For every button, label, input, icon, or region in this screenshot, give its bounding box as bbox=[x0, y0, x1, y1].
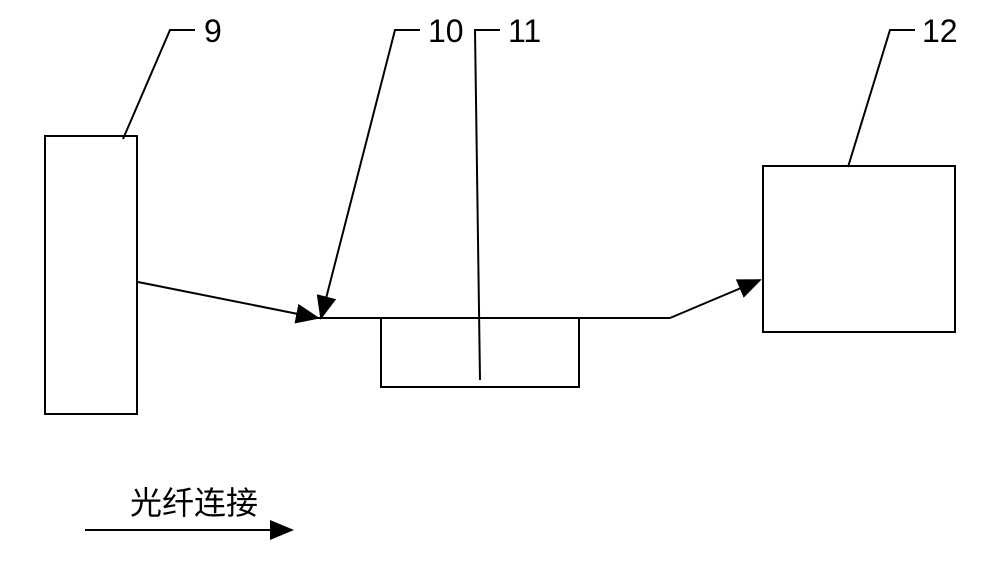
label-12: 12 bbox=[922, 13, 958, 50]
bottom-label: 光纤连接 bbox=[130, 478, 258, 524]
label-11: 11 bbox=[508, 13, 541, 50]
diagram-container: 9 10 11 12 光纤连接 bbox=[0, 0, 1000, 573]
box-9 bbox=[44, 135, 138, 415]
box-12 bbox=[762, 165, 956, 333]
optical-seg1 bbox=[138, 282, 318, 318]
leader-10 bbox=[321, 30, 420, 318]
optical-seg3 bbox=[670, 280, 760, 318]
leader-9 bbox=[123, 30, 195, 139]
cup-11 bbox=[380, 318, 580, 388]
label-9: 9 bbox=[204, 13, 222, 50]
label-10: 10 bbox=[428, 13, 464, 50]
leader-12 bbox=[848, 30, 915, 167]
